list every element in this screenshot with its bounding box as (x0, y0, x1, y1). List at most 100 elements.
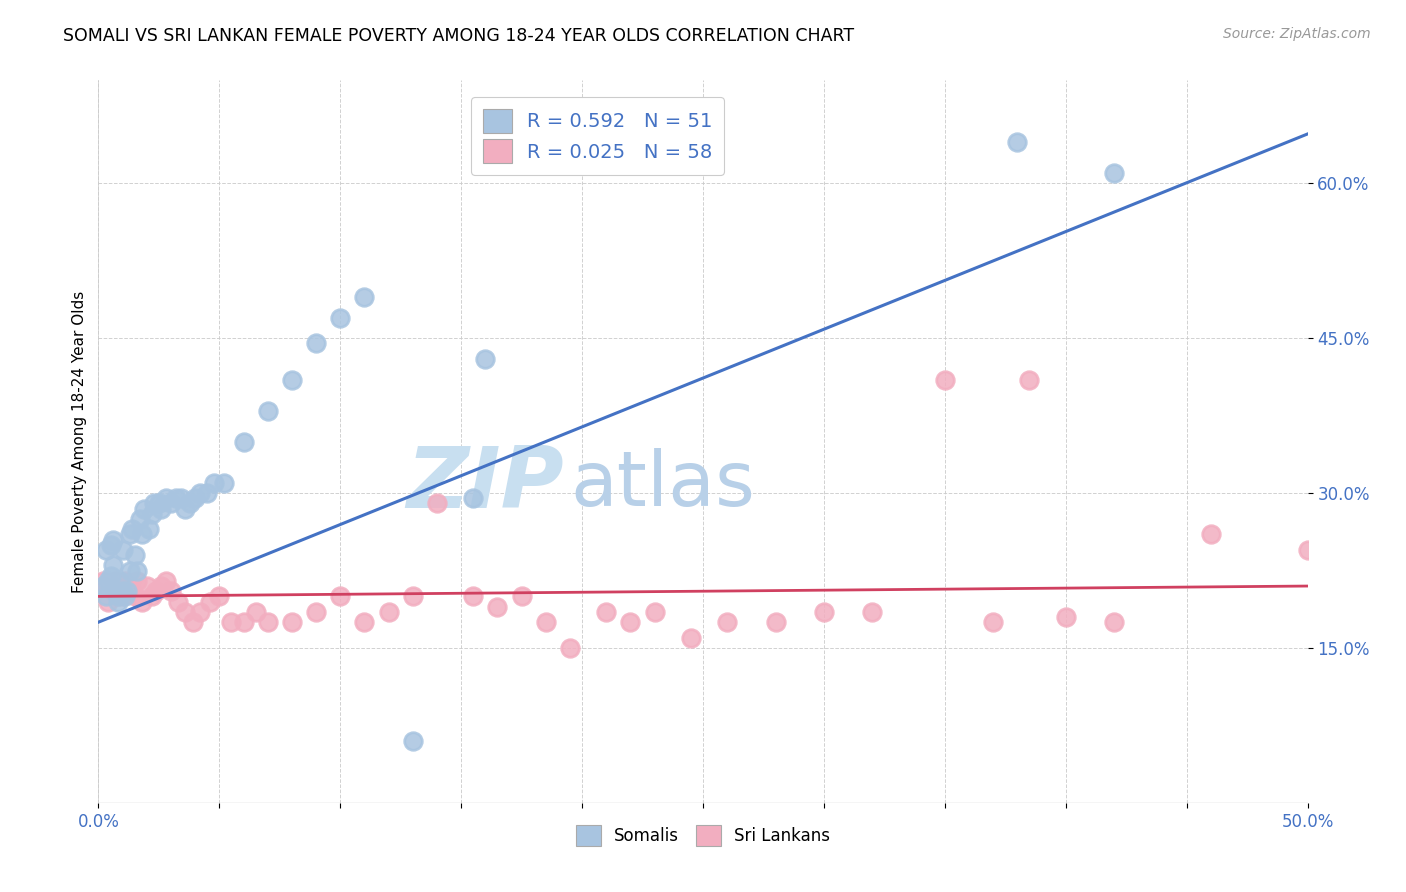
Point (377, 605, 399, 619)
Point (195, 486, 218, 500)
Point (169, 491, 191, 506)
Point (174, 605, 197, 619)
Point (160, 496, 183, 510)
Point (127, 564, 149, 578)
Point (212, 475, 235, 490)
Point (97, 574, 120, 588)
Point (121, 584, 143, 599)
Point (679, 631, 702, 645)
Point (510, 590, 533, 604)
Point (1102, 615, 1125, 630)
Point (305, 605, 328, 619)
Point (595, 605, 617, 619)
Point (135, 579, 157, 593)
Point (101, 533, 124, 547)
Point (245, 605, 267, 619)
Point (329, 310, 352, 325)
Point (305, 336, 328, 351)
Point (107, 590, 129, 604)
Point (463, 590, 485, 604)
Point (118, 564, 141, 578)
Point (141, 590, 163, 604)
Point (174, 501, 197, 516)
Point (118, 579, 141, 593)
Point (860, 605, 883, 619)
Point (619, 615, 641, 630)
Point (165, 491, 187, 506)
Point (134, 501, 156, 516)
Point (208, 590, 231, 604)
Point (534, 615, 557, 630)
Point (100, 579, 122, 593)
Point (426, 496, 449, 510)
Point (111, 584, 134, 599)
Point (981, 615, 1004, 630)
Point (353, 615, 375, 630)
Point (463, 491, 485, 506)
Point (100, 568, 122, 582)
Point (281, 615, 304, 630)
Point (160, 584, 183, 599)
Point (198, 594, 221, 608)
Point (111, 542, 134, 557)
Point (91, 574, 114, 588)
Text: ZIP: ZIP (406, 443, 564, 526)
Text: atlas: atlas (569, 448, 755, 522)
Point (143, 496, 166, 510)
Point (1007, 135, 1029, 149)
Point (111, 590, 134, 604)
Point (150, 501, 173, 516)
Point (232, 615, 254, 630)
Point (155, 574, 177, 588)
Point (94, 590, 117, 604)
Point (232, 434, 254, 449)
Point (121, 522, 143, 536)
Point (104, 574, 127, 588)
Point (716, 615, 738, 630)
Point (150, 579, 173, 593)
Point (148, 496, 170, 510)
Point (256, 403, 278, 417)
Point (474, 351, 496, 366)
Point (1018, 373, 1040, 387)
Point (118, 527, 141, 541)
Point (107, 594, 129, 608)
Point (94, 542, 117, 557)
Point (101, 584, 124, 599)
Point (155, 491, 177, 506)
Point (167, 594, 190, 608)
Point (141, 507, 163, 521)
Point (181, 615, 204, 630)
Point (402, 590, 425, 604)
Point (813, 605, 835, 619)
Point (124, 590, 146, 604)
Point (1296, 542, 1319, 557)
Point (184, 491, 207, 506)
Point (1102, 166, 1125, 180)
Point (1054, 610, 1077, 624)
Point (329, 590, 352, 604)
Point (131, 594, 153, 608)
Point (138, 522, 160, 536)
Legend: Somalis, Sri Lankans: Somalis, Sri Lankans (569, 819, 837, 852)
Point (558, 640, 581, 655)
Point (204, 475, 226, 490)
Point (108, 574, 131, 588)
Point (934, 373, 956, 387)
Point (108, 579, 131, 593)
Point (765, 615, 787, 630)
Point (188, 605, 211, 619)
Point (1199, 527, 1222, 541)
Point (101, 558, 124, 573)
Point (97, 594, 120, 608)
Point (117, 584, 139, 599)
Text: Source: ZipAtlas.com: Source: ZipAtlas.com (1223, 27, 1371, 41)
Point (188, 486, 211, 500)
Point (281, 373, 304, 387)
Point (486, 599, 509, 614)
Point (221, 615, 243, 630)
Point (107, 590, 129, 604)
Point (114, 590, 136, 604)
Text: SOMALI VS SRI LANKAN FEMALE POVERTY AMONG 18-24 YEAR OLDS CORRELATION CHART: SOMALI VS SRI LANKAN FEMALE POVERTY AMON… (63, 27, 855, 45)
Point (127, 574, 149, 588)
